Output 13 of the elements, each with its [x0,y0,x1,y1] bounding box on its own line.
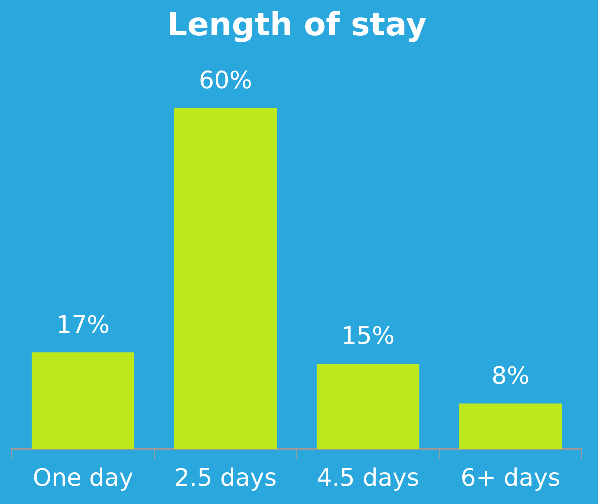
chart-title: Length of stay [167,6,428,44]
bar [174,108,278,450]
x-tick-label: 2.5 days [174,464,277,492]
data-label: 8% [492,362,530,390]
data-label: 60% [199,66,252,95]
x-tick-label: 6+ days [460,464,561,492]
bar [459,404,562,450]
data-label: 17% [56,310,110,339]
x-tick-label: 4.5 days [317,464,420,492]
data-label: 15% [342,322,395,350]
x-tick-label: One day [32,464,134,492]
bar [316,364,420,450]
bar [32,352,135,450]
